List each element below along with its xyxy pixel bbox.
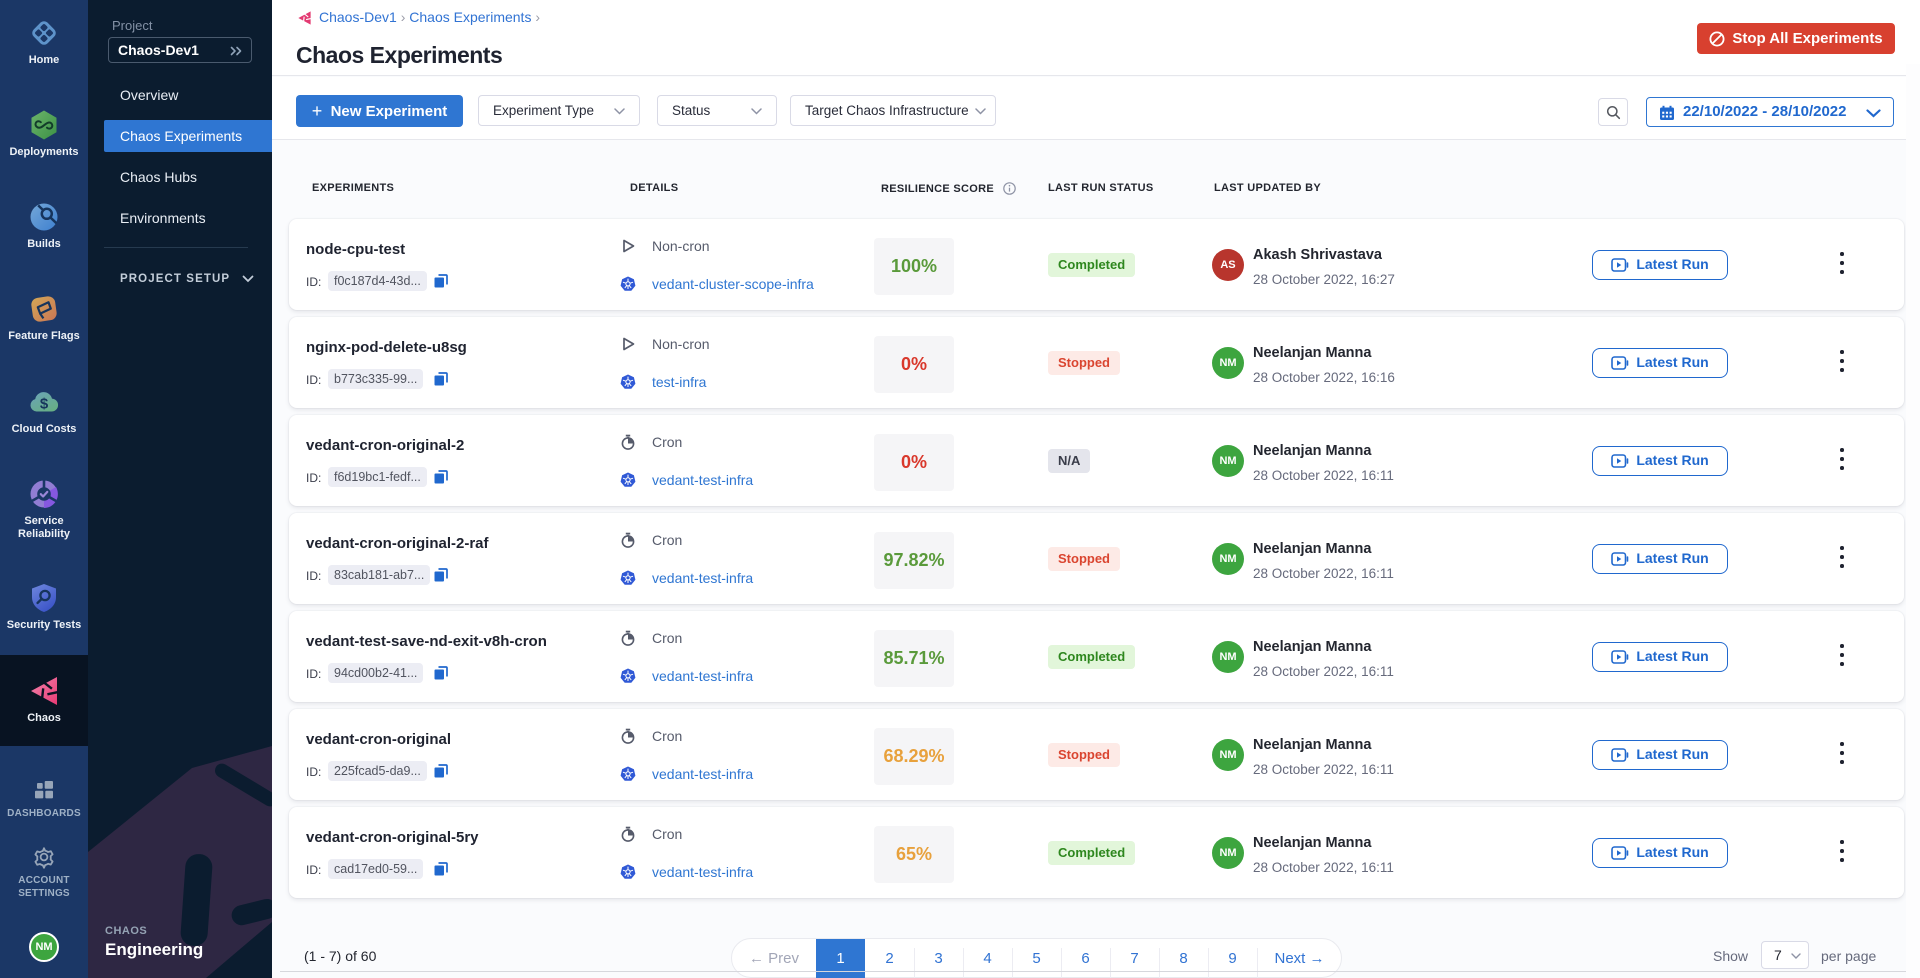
- svg-text:$: $: [40, 396, 49, 413]
